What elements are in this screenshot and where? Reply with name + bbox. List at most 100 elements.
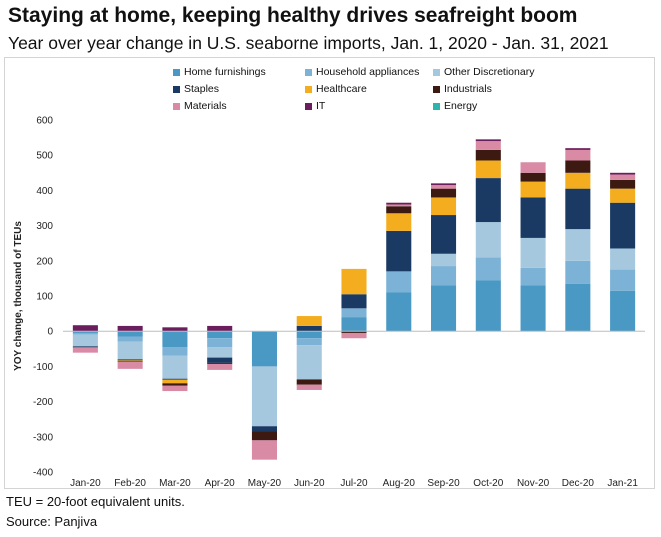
bar-segment [386, 271, 412, 293]
legend-label: Household appliances [316, 66, 420, 78]
legend-label: Healthcare [316, 83, 367, 95]
y-tick-label: 200 [36, 256, 53, 267]
bar-segment [117, 341, 143, 360]
bar-segment [117, 331, 143, 337]
bar-segment [296, 325, 322, 332]
bar-segment [341, 308, 367, 318]
bar-segment [610, 179, 636, 189]
teu-footnote: TEU = 20-foot equivalent units. [6, 494, 185, 509]
bar-segment [117, 360, 143, 362]
y-axis-title: YOY change, thousand of TEUs [13, 221, 24, 371]
bar-segment [117, 359, 143, 361]
bar-segment [475, 257, 501, 281]
x-tick-label: Aug-20 [383, 478, 416, 488]
bar-segment [475, 222, 501, 258]
legend-swatch [433, 85, 440, 93]
bar-segment [341, 268, 367, 295]
bar-segment [520, 237, 546, 268]
bar-segment [431, 197, 457, 216]
bar-segment [207, 362, 233, 364]
bar-segment [431, 185, 457, 189]
bar-segment [251, 366, 277, 427]
legend-label: Other Discretionary [444, 66, 535, 78]
legend-item-industrials: Industrials [433, 83, 492, 95]
bar-segment [386, 202, 412, 205]
bar-segment [162, 327, 188, 332]
legend-label: Staples [184, 83, 220, 95]
x-tick-label: May-20 [248, 478, 282, 488]
bar-segment [565, 229, 591, 261]
x-tick-label: Apr-20 [205, 478, 235, 488]
bar-segment [520, 267, 546, 286]
bar-segment [207, 357, 233, 363]
bar-segment [431, 266, 457, 286]
x-tick-label: Jan-20 [70, 478, 101, 488]
bar-segment [610, 172, 636, 175]
bar-segment [251, 431, 277, 441]
bar-segment [610, 188, 636, 203]
y-tick-label: 400 [36, 186, 53, 197]
bar-segment [341, 331, 367, 333]
bar-segment [207, 363, 233, 370]
bar-segment [565, 260, 591, 284]
legend-swatch [433, 102, 440, 110]
bar-segment [162, 347, 188, 356]
bar-segment [251, 331, 277, 367]
bar-segment [162, 378, 188, 380]
legend-label: Home furnishings [184, 66, 266, 78]
legend-label: Materials [184, 100, 227, 112]
bar-segment [565, 148, 591, 150]
chart-subtitle: Year over year change in U.S. seaborne i… [8, 33, 609, 53]
bar-segment [251, 426, 277, 432]
bar-segment [72, 332, 98, 335]
bar-segment [207, 338, 233, 348]
legend-item-materials: Materials [173, 100, 227, 112]
bar-segment [72, 334, 98, 347]
bar-segment [386, 206, 412, 214]
x-tick-label: Mar-20 [159, 478, 191, 488]
bar-segment [386, 213, 412, 231]
y-tick-label: 0 [47, 327, 53, 338]
bar-segment [117, 361, 143, 362]
bar-segment [565, 160, 591, 173]
legend-swatch [173, 68, 180, 76]
y-tick-label: -100 [33, 362, 53, 373]
y-tick-label: 500 [36, 151, 53, 162]
bar-segment [296, 331, 322, 339]
bar-segment [386, 292, 412, 332]
bar-segment [341, 294, 367, 309]
legend-swatch [173, 85, 180, 93]
bar-segment [341, 317, 367, 332]
bar-segment [610, 269, 636, 291]
legend-item-energy: Energy [433, 100, 477, 112]
bar-segment [610, 202, 636, 249]
y-tick-label: -400 [33, 468, 53, 479]
bar-segment [565, 188, 591, 230]
legend-label: Industrials [444, 83, 492, 95]
legend-item-healthcare: Healthcare [305, 83, 367, 95]
x-tick-label: Nov-20 [517, 478, 550, 488]
x-tick-label: Jun-20 [294, 478, 325, 488]
legend-swatch [305, 68, 312, 76]
bar-segment [296, 345, 322, 380]
bar-segment [565, 283, 591, 332]
x-tick-label: Oct-20 [473, 478, 503, 488]
bar-segment [117, 336, 143, 342]
bar-segment [475, 141, 501, 150]
legend-label: IT [316, 100, 326, 112]
bar-segment [431, 183, 457, 186]
x-tick-label: Jan-21 [607, 478, 638, 488]
x-tick-label: Jul-20 [340, 478, 368, 488]
chart-title: Staying at home, keeping healthy drives … [8, 4, 578, 27]
bar-segment [296, 384, 322, 390]
bar-segment [610, 290, 636, 332]
bar-segment [386, 230, 412, 272]
bar-segment [520, 285, 546, 332]
source-note: Source: Panjiva [6, 514, 98, 529]
bar-segment [117, 361, 143, 369]
y-tick-label: 300 [36, 221, 53, 232]
legend-swatch [433, 68, 440, 76]
y-tick-label: -300 [33, 432, 53, 443]
bar-segment [610, 248, 636, 270]
legend-swatch [173, 102, 180, 110]
